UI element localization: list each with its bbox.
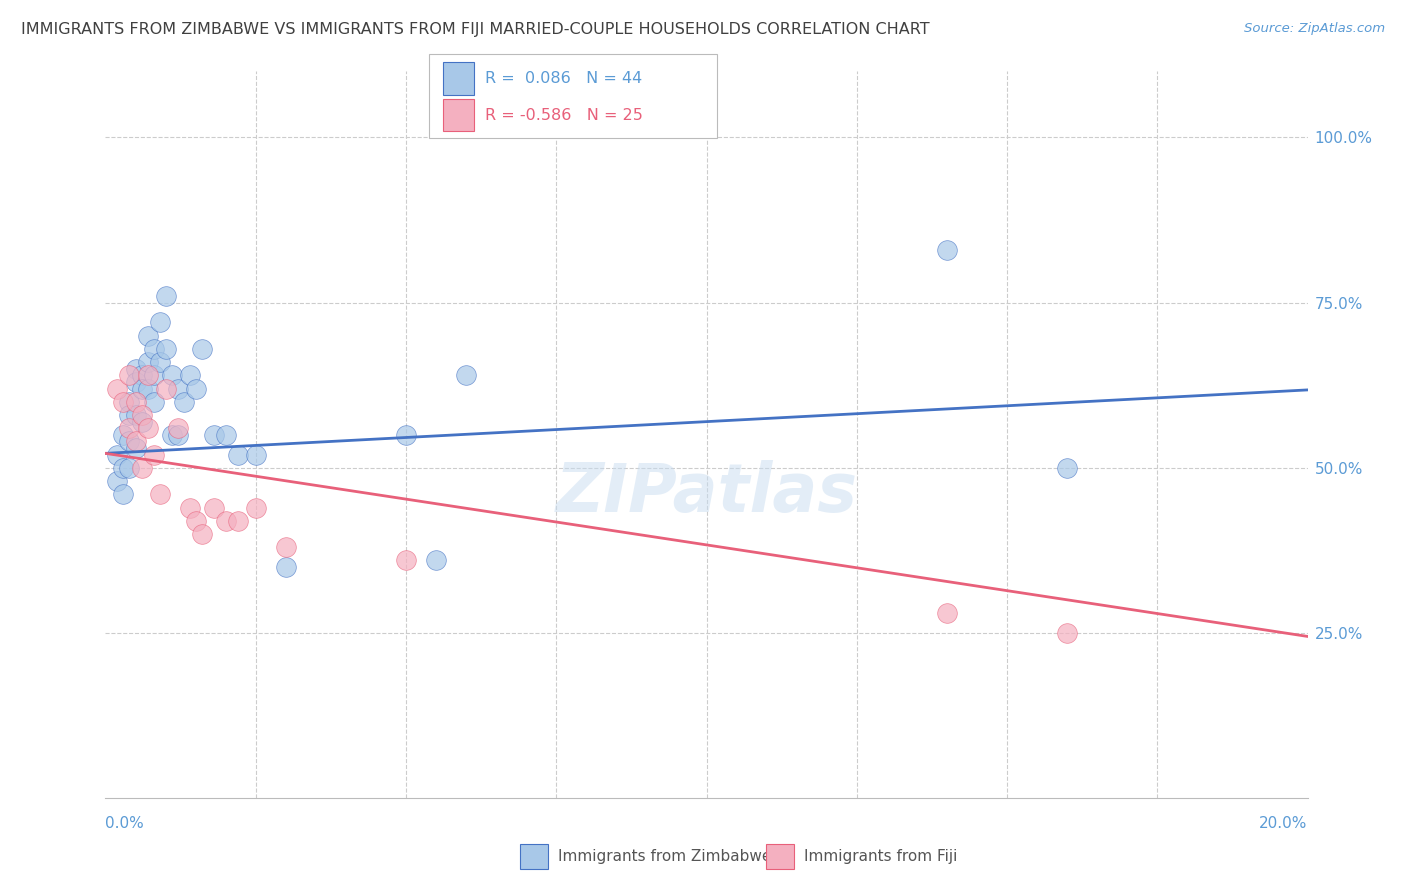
Point <box>454 368 477 383</box>
Point <box>112 461 135 475</box>
Point <box>190 527 212 541</box>
Text: ZIPatlas: ZIPatlas <box>555 460 858 526</box>
Point <box>166 382 188 396</box>
Point <box>136 382 159 396</box>
Point <box>202 428 225 442</box>
Point <box>142 368 165 383</box>
Point <box>131 415 153 429</box>
Text: 0.0%: 0.0% <box>105 816 145 830</box>
Point <box>214 428 236 442</box>
Point <box>136 328 159 343</box>
Point <box>166 421 188 435</box>
Point <box>202 500 225 515</box>
Point <box>166 428 188 442</box>
Point <box>179 500 201 515</box>
Point <box>155 289 177 303</box>
Text: Immigrants from Fiji: Immigrants from Fiji <box>804 849 957 863</box>
Point <box>124 375 146 389</box>
Point <box>395 428 418 442</box>
Text: Source: ZipAtlas.com: Source: ZipAtlas.com <box>1244 22 1385 36</box>
Point <box>160 368 183 383</box>
Point <box>245 448 267 462</box>
Point <box>124 434 146 449</box>
Point <box>118 421 141 435</box>
Point <box>936 607 959 621</box>
Point <box>107 448 129 462</box>
Point <box>155 342 177 356</box>
Point <box>131 461 153 475</box>
Point <box>107 382 129 396</box>
Point <box>136 368 159 383</box>
Point <box>190 342 212 356</box>
Point <box>112 428 135 442</box>
Point <box>142 394 165 409</box>
Point <box>118 434 141 449</box>
Text: Immigrants from Zimbabwe: Immigrants from Zimbabwe <box>558 849 772 863</box>
Point <box>148 316 170 330</box>
Point <box>395 553 418 567</box>
Point <box>124 441 146 455</box>
Point <box>142 448 165 462</box>
Text: 20.0%: 20.0% <box>1260 816 1308 830</box>
Point <box>226 514 249 528</box>
Point <box>245 500 267 515</box>
Point <box>131 368 153 383</box>
Point <box>118 461 141 475</box>
Point <box>274 540 297 554</box>
Text: IMMIGRANTS FROM ZIMBABWE VS IMMIGRANTS FROM FIJI MARRIED-COUPLE HOUSEHOLDS CORRE: IMMIGRANTS FROM ZIMBABWE VS IMMIGRANTS F… <box>21 22 929 37</box>
Point <box>118 408 141 422</box>
Point <box>173 394 195 409</box>
Point <box>1056 461 1078 475</box>
Point <box>148 355 170 369</box>
Point <box>112 487 135 501</box>
Text: R = -0.586   N = 25: R = -0.586 N = 25 <box>485 108 643 122</box>
Point <box>155 382 177 396</box>
Point <box>1056 626 1078 640</box>
Point <box>936 243 959 257</box>
Point <box>136 355 159 369</box>
Point <box>118 368 141 383</box>
Point <box>142 342 165 356</box>
Point <box>184 514 207 528</box>
Point <box>214 514 236 528</box>
Point <box>124 394 146 409</box>
Text: R =  0.086   N = 44: R = 0.086 N = 44 <box>485 71 643 86</box>
Point <box>131 382 153 396</box>
Point <box>184 382 207 396</box>
Point <box>136 421 159 435</box>
Point <box>131 408 153 422</box>
Point <box>160 428 183 442</box>
Point <box>179 368 201 383</box>
Point <box>274 560 297 574</box>
Point <box>124 408 146 422</box>
Point <box>148 487 170 501</box>
Point <box>118 394 141 409</box>
Point <box>425 553 447 567</box>
Point <box>112 394 135 409</box>
Point <box>107 474 129 488</box>
Point <box>124 361 146 376</box>
Point <box>226 448 249 462</box>
